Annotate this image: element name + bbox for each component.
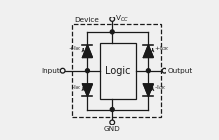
Text: +I$_{IK}$: +I$_{IK}$ — [68, 44, 81, 53]
Circle shape — [110, 17, 115, 21]
Circle shape — [147, 69, 150, 73]
Text: Logic: Logic — [105, 66, 131, 76]
Circle shape — [60, 68, 65, 73]
Text: -I$_{IK}$: -I$_{IK}$ — [71, 83, 81, 92]
Circle shape — [110, 108, 114, 111]
Bar — [100, 43, 136, 99]
Text: GND: GND — [104, 126, 121, 132]
Text: Device: Device — [74, 17, 99, 23]
Polygon shape — [83, 84, 92, 96]
Text: Output: Output — [168, 68, 193, 74]
Text: +I$_{OK}$: +I$_{OK}$ — [154, 44, 170, 53]
Bar — [72, 24, 161, 117]
Text: Input: Input — [41, 68, 60, 74]
Circle shape — [110, 120, 115, 125]
Polygon shape — [83, 45, 92, 58]
Polygon shape — [143, 45, 153, 58]
Circle shape — [110, 30, 114, 34]
Text: V$_{CC}$: V$_{CC}$ — [115, 14, 129, 24]
Circle shape — [85, 69, 89, 73]
Text: -I$_{OK}$: -I$_{OK}$ — [154, 83, 167, 92]
Polygon shape — [143, 84, 153, 96]
Circle shape — [162, 68, 167, 73]
